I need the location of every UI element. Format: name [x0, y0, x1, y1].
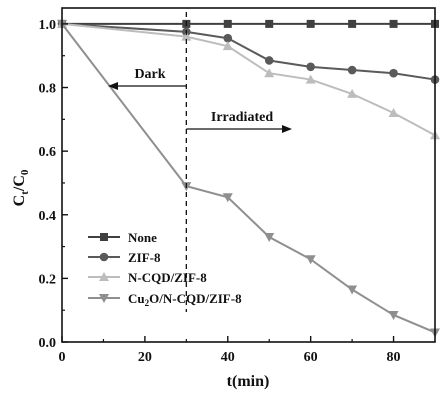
legend-marker-2 — [99, 272, 109, 281]
data-point-0-4 — [306, 19, 315, 28]
irradiated-arrow-head — [282, 125, 292, 133]
legend-label-2: N-CQD/ZIF-8 — [128, 270, 207, 285]
data-point-2-6 — [388, 107, 399, 117]
legend-marker-1 — [99, 252, 109, 262]
x-tick-label-20: 20 — [138, 350, 152, 365]
y-axis-label-sub1: t — [19, 191, 31, 195]
y-axis-label-sub2: 0 — [19, 169, 31, 175]
x-tick-label-60: 60 — [304, 350, 318, 365]
series-line-2 — [61, 22, 436, 137]
data-point-1-4 — [306, 62, 315, 72]
data-point-0-6 — [389, 19, 398, 28]
irradiated-label: Irradiated — [211, 110, 273, 125]
dark-label: Dark — [134, 67, 165, 82]
annotations: Dark Irradiated — [108, 12, 292, 312]
y-tick-label-1.0: 1.0 — [39, 18, 57, 33]
legend-label-3: Cu2O/N-CQD/ZIF-8 — [128, 291, 242, 308]
data-point-2-3 — [264, 68, 275, 78]
legend-marker-0 — [100, 233, 108, 241]
plot-marks — [57, 18, 440, 338]
data-point-2-5 — [347, 88, 358, 98]
y-axis-label-slash: /C — [11, 175, 28, 192]
legend-label-1: ZIF-8 — [128, 250, 161, 265]
data-point-0-3 — [265, 19, 274, 28]
y-tick-label-0.0: 0.0 — [39, 336, 57, 351]
series-line-1 — [61, 22, 436, 81]
data-point-0-5 — [348, 19, 357, 28]
data-point-3-3 — [264, 233, 275, 243]
x-tick-label-40: 40 — [221, 350, 235, 365]
data-point-2-2 — [222, 41, 233, 51]
series-line-3 — [61, 23, 436, 334]
x-tick-label-0: 0 — [59, 350, 66, 365]
data-point-0-2 — [223, 19, 232, 28]
data-point-2-4 — [305, 74, 316, 84]
dark-arrow-head — [108, 82, 118, 90]
y-axis-label: Ct/C0 — [11, 169, 31, 206]
data-point-1-3 — [264, 56, 274, 65]
plot-frame — [61, 7, 436, 343]
y-axis-label-main: C — [11, 195, 28, 207]
y-tick-label-0.4: 0.4 — [39, 209, 57, 224]
data-point-3-5 — [347, 285, 358, 295]
data-point-3-6 — [388, 310, 399, 320]
data-point-2-1 — [181, 31, 192, 41]
data-point-1-2 — [223, 33, 233, 43]
y-tick-label-0.2: 0.2 — [39, 272, 57, 287]
data-point-3-2 — [222, 193, 233, 203]
data-point-1-5 — [347, 65, 357, 75]
data-point-3-4 — [305, 255, 316, 265]
data-point-1-6 — [389, 68, 398, 78]
y-tick-label-0.6: 0.6 — [39, 145, 57, 160]
x-tick-label-80: 80 — [387, 350, 401, 365]
legend-marker-3 — [99, 294, 109, 303]
y-tick-label-0.8: 0.8 — [39, 82, 57, 97]
legend-label-0: None — [128, 230, 157, 245]
legend: None ZIF-8 N-CQD/ZIF-8 Cu2O/N-CQD/ZIF-8 — [88, 230, 242, 308]
axis-ticks: 0 20 40 60 80 0.0 0.2 0.4 0.6 0.8 1.0 — [39, 18, 401, 365]
x-axis-label: t(min) — [227, 373, 270, 390]
